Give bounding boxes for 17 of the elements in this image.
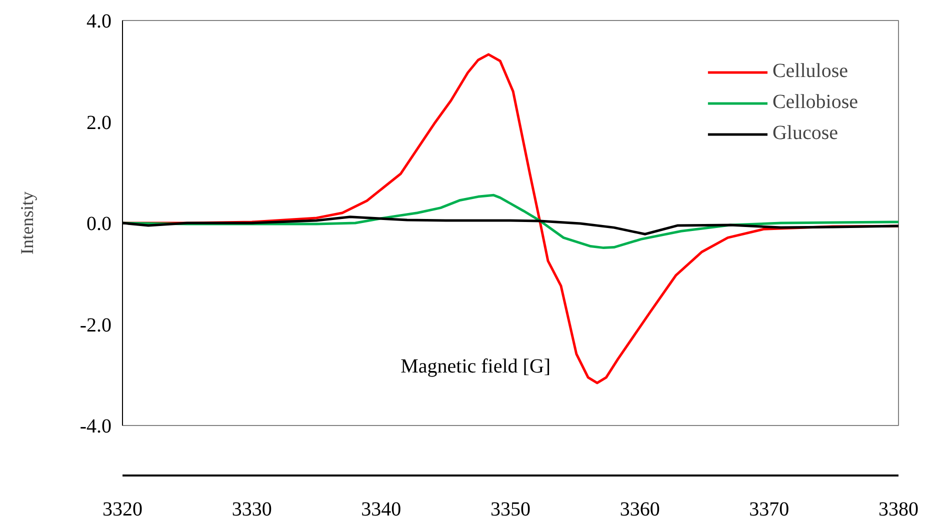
x-tick-label: 3370 bbox=[749, 498, 790, 520]
y-tick-label: 4.0 bbox=[86, 10, 112, 32]
y-axis-title: Intensity bbox=[16, 191, 37, 254]
x-axis-title: Magnetic field [G] bbox=[400, 355, 551, 378]
y-tick-label: 0.0 bbox=[86, 213, 112, 235]
x-tick-label: 3320 bbox=[102, 498, 142, 520]
x-tick-label: 3380 bbox=[878, 498, 918, 520]
x-tick-label: 3360 bbox=[620, 498, 660, 520]
y-tick-label: -4.0 bbox=[80, 416, 112, 438]
legend-label: Cellobiose bbox=[772, 91, 858, 114]
y-tick-label: 2.0 bbox=[86, 112, 112, 134]
legend-label: Glucose bbox=[772, 122, 838, 145]
x-tick-label: 3350 bbox=[490, 498, 530, 520]
x-tick-label: 3340 bbox=[361, 498, 402, 520]
legend-label: Cellulose bbox=[772, 60, 848, 83]
y-tick-label: -2.0 bbox=[80, 314, 112, 336]
x-tick-label: 3330 bbox=[232, 498, 272, 520]
